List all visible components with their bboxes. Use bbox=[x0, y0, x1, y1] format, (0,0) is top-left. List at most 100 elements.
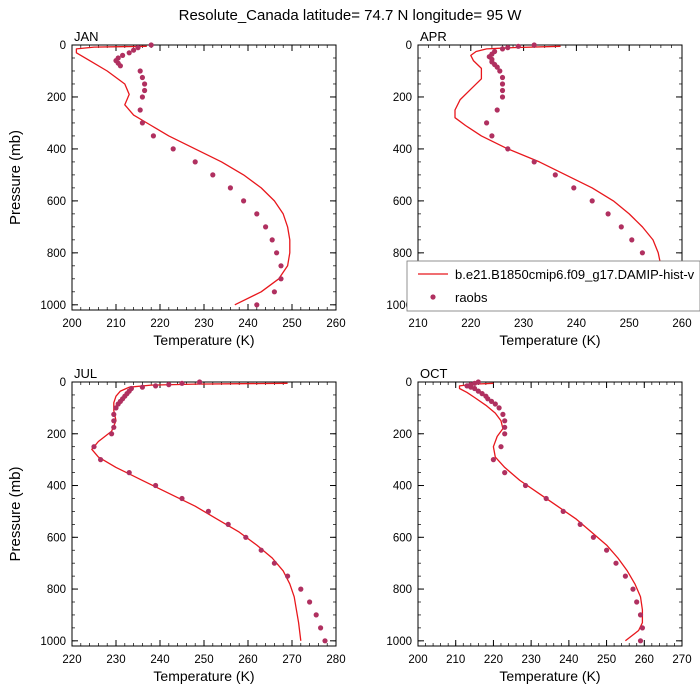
panel-jul-obs-point bbox=[179, 495, 185, 502]
panel-jan-xtick-label: 230 bbox=[194, 318, 213, 330]
panel-oct-obs-point bbox=[637, 612, 644, 618]
panel-oct-obs-point bbox=[637, 638, 644, 644]
panel-jul-obs-point bbox=[98, 457, 104, 463]
panel-oct-ytick-label: 200 bbox=[393, 429, 412, 441]
panel-jan-obs-point bbox=[148, 42, 154, 48]
panel-oct-xtick-label: 240 bbox=[559, 654, 578, 666]
panel-jul-xlabel: Temperature (K) bbox=[153, 668, 254, 684]
panel-jan-obs-point bbox=[254, 211, 260, 217]
panel-oct-obs-point bbox=[502, 431, 508, 437]
panel-jan-model-line bbox=[75, 45, 291, 306]
panel-jan-obs-point bbox=[170, 146, 176, 152]
panel-jul-ytick-label: 600 bbox=[47, 532, 66, 544]
panel-oct-xtick-label: 230 bbox=[522, 654, 541, 666]
panel-apr-obs-point bbox=[499, 74, 506, 81]
figure-title: Resolute_Canada latitude= 74.7 N longitu… bbox=[179, 7, 523, 24]
panel-apr-obs-point bbox=[499, 46, 506, 52]
panel-jul-ytick-label: 1000 bbox=[40, 636, 66, 648]
panel-apr-obs-point bbox=[484, 120, 490, 126]
panel-jul-ytick-label: 800 bbox=[47, 584, 66, 596]
panel-jul-obs-point bbox=[153, 482, 159, 489]
panel-jul-obs-point bbox=[205, 508, 211, 514]
panel-apr-obs-point bbox=[499, 94, 506, 100]
panel-oct-obs-point bbox=[502, 418, 508, 424]
panel-jul-xtick-label: 270 bbox=[282, 654, 301, 666]
panel-oct: 200 210 220 230 240 250 260 270 0 200 400 600 800 100… bbox=[386, 366, 691, 684]
panel-jan-obs-point bbox=[274, 250, 280, 256]
panel-apr-obs-point bbox=[499, 87, 506, 94]
panel-jan-ytick-label: 1000 bbox=[40, 300, 66, 312]
panel-oct-obs-point bbox=[490, 457, 496, 463]
panel-apr-obs-point bbox=[494, 107, 500, 113]
panel-jan-obs-point bbox=[117, 63, 123, 69]
panel-apr-obs-point bbox=[499, 81, 506, 87]
panel-jul-ytick-label: 400 bbox=[47, 481, 66, 493]
panel-jan-xlabel: Temperature (K) bbox=[153, 332, 254, 348]
panel-jan-obs-point bbox=[126, 50, 132, 56]
panel-jan-obs-point bbox=[278, 263, 284, 269]
panel-jul-xtick-label: 220 bbox=[62, 654, 81, 666]
panel-jan-obs-point bbox=[241, 198, 247, 204]
panel-oct-xtick-label: 220 bbox=[484, 654, 503, 666]
panel-apr-obs-point bbox=[571, 185, 577, 191]
panel-jan-obs-point bbox=[131, 47, 137, 53]
panel-oct-obs-point bbox=[639, 625, 646, 631]
panel-jul-ytick-label: 0 bbox=[60, 377, 66, 389]
panel-jul-obs-point bbox=[91, 444, 97, 450]
panel-jul-obs-point bbox=[298, 586, 304, 592]
panel-jul-obs-point bbox=[113, 405, 119, 411]
panel-jul-ytick-label: 200 bbox=[47, 429, 66, 441]
panel-apr-obs-point bbox=[505, 146, 511, 152]
panel-oct-obs-point bbox=[502, 470, 508, 476]
legend-model-label: b.e21.B1850cmip6.f09_g17.DAMIP-hist-v bbox=[455, 267, 695, 282]
panel-jan-ylabel: Pressure (mb) bbox=[7, 130, 24, 225]
panel-jul-obs-point bbox=[179, 380, 185, 386]
panel-oct-ytick-label: 800 bbox=[393, 584, 412, 596]
panel-jan-ytick-label: 800 bbox=[47, 248, 66, 260]
panel-oct-obs-point bbox=[590, 534, 597, 540]
panel-jan-obs-point bbox=[150, 133, 156, 139]
panel-oct-xtick-label: 210 bbox=[446, 654, 465, 666]
panel-jul-obs-point bbox=[318, 625, 324, 631]
panel-jan-xtick-label: 200 bbox=[62, 318, 81, 330]
panel-apr-obs-point bbox=[489, 133, 495, 139]
panel-jul-ylabel: Pressure (mb) bbox=[7, 466, 24, 561]
panel-apr-ytick-label: 200 bbox=[393, 92, 412, 104]
panel-jan-obs-point bbox=[139, 74, 145, 81]
panel-apr-model-line bbox=[454, 45, 662, 306]
panel-jul-obs-point bbox=[111, 411, 117, 417]
panel-jan-obs-point bbox=[263, 224, 269, 230]
panel-oct-obs-point bbox=[543, 495, 549, 502]
panel-jan-obs-point bbox=[137, 68, 143, 74]
panel-jan-ytick-label: 200 bbox=[47, 92, 66, 104]
panel-jul-model-line bbox=[91, 382, 302, 641]
panel-oct-ytick-label: 400 bbox=[393, 481, 412, 493]
panel-jan-obs-point bbox=[192, 159, 198, 165]
panel-jul-xtick-label: 260 bbox=[238, 654, 257, 666]
panel-apr-xtick-label: 240 bbox=[567, 318, 586, 330]
panel-apr-obs-point bbox=[505, 45, 511, 51]
panel-jul-xtick-label: 250 bbox=[194, 654, 213, 666]
panel-apr-xtick-label: 260 bbox=[672, 318, 691, 330]
panel-jul-obs-point bbox=[197, 379, 203, 385]
panel-jan-obs-point bbox=[139, 94, 145, 100]
panel-jan-title: JAN bbox=[74, 29, 99, 44]
panel-jul-title: JUL bbox=[74, 366, 97, 381]
panel-apr-obs-point bbox=[552, 172, 558, 178]
panel-oct-xlabel: Temperature (K) bbox=[499, 668, 600, 684]
panel-jul-xtick-label: 280 bbox=[326, 654, 345, 666]
panel-oct-obs-point bbox=[604, 547, 610, 553]
panel-jan-obs-point bbox=[227, 185, 233, 191]
panel-jan-xtick-label: 220 bbox=[150, 318, 169, 330]
panel-oct-xtick-label: 270 bbox=[672, 654, 691, 666]
panel-oct-obs-point bbox=[485, 396, 491, 402]
panel-oct-obs-point bbox=[488, 398, 495, 404]
panel-apr-title: APR bbox=[420, 29, 447, 44]
panel-oct-ytick-label: 1000 bbox=[386, 636, 412, 648]
panel-apr: 210 220 230 240 250 260 0 200 400 600 800 1000 APR Te… bbox=[386, 29, 691, 348]
panel-jul-obs-point bbox=[322, 638, 328, 644]
panel-jul-obs-point bbox=[126, 470, 132, 476]
panel-apr-xtick-label: 250 bbox=[620, 318, 639, 330]
panel-oct-ytick-label: 600 bbox=[393, 532, 412, 544]
panel-apr-obs-point bbox=[589, 198, 595, 204]
